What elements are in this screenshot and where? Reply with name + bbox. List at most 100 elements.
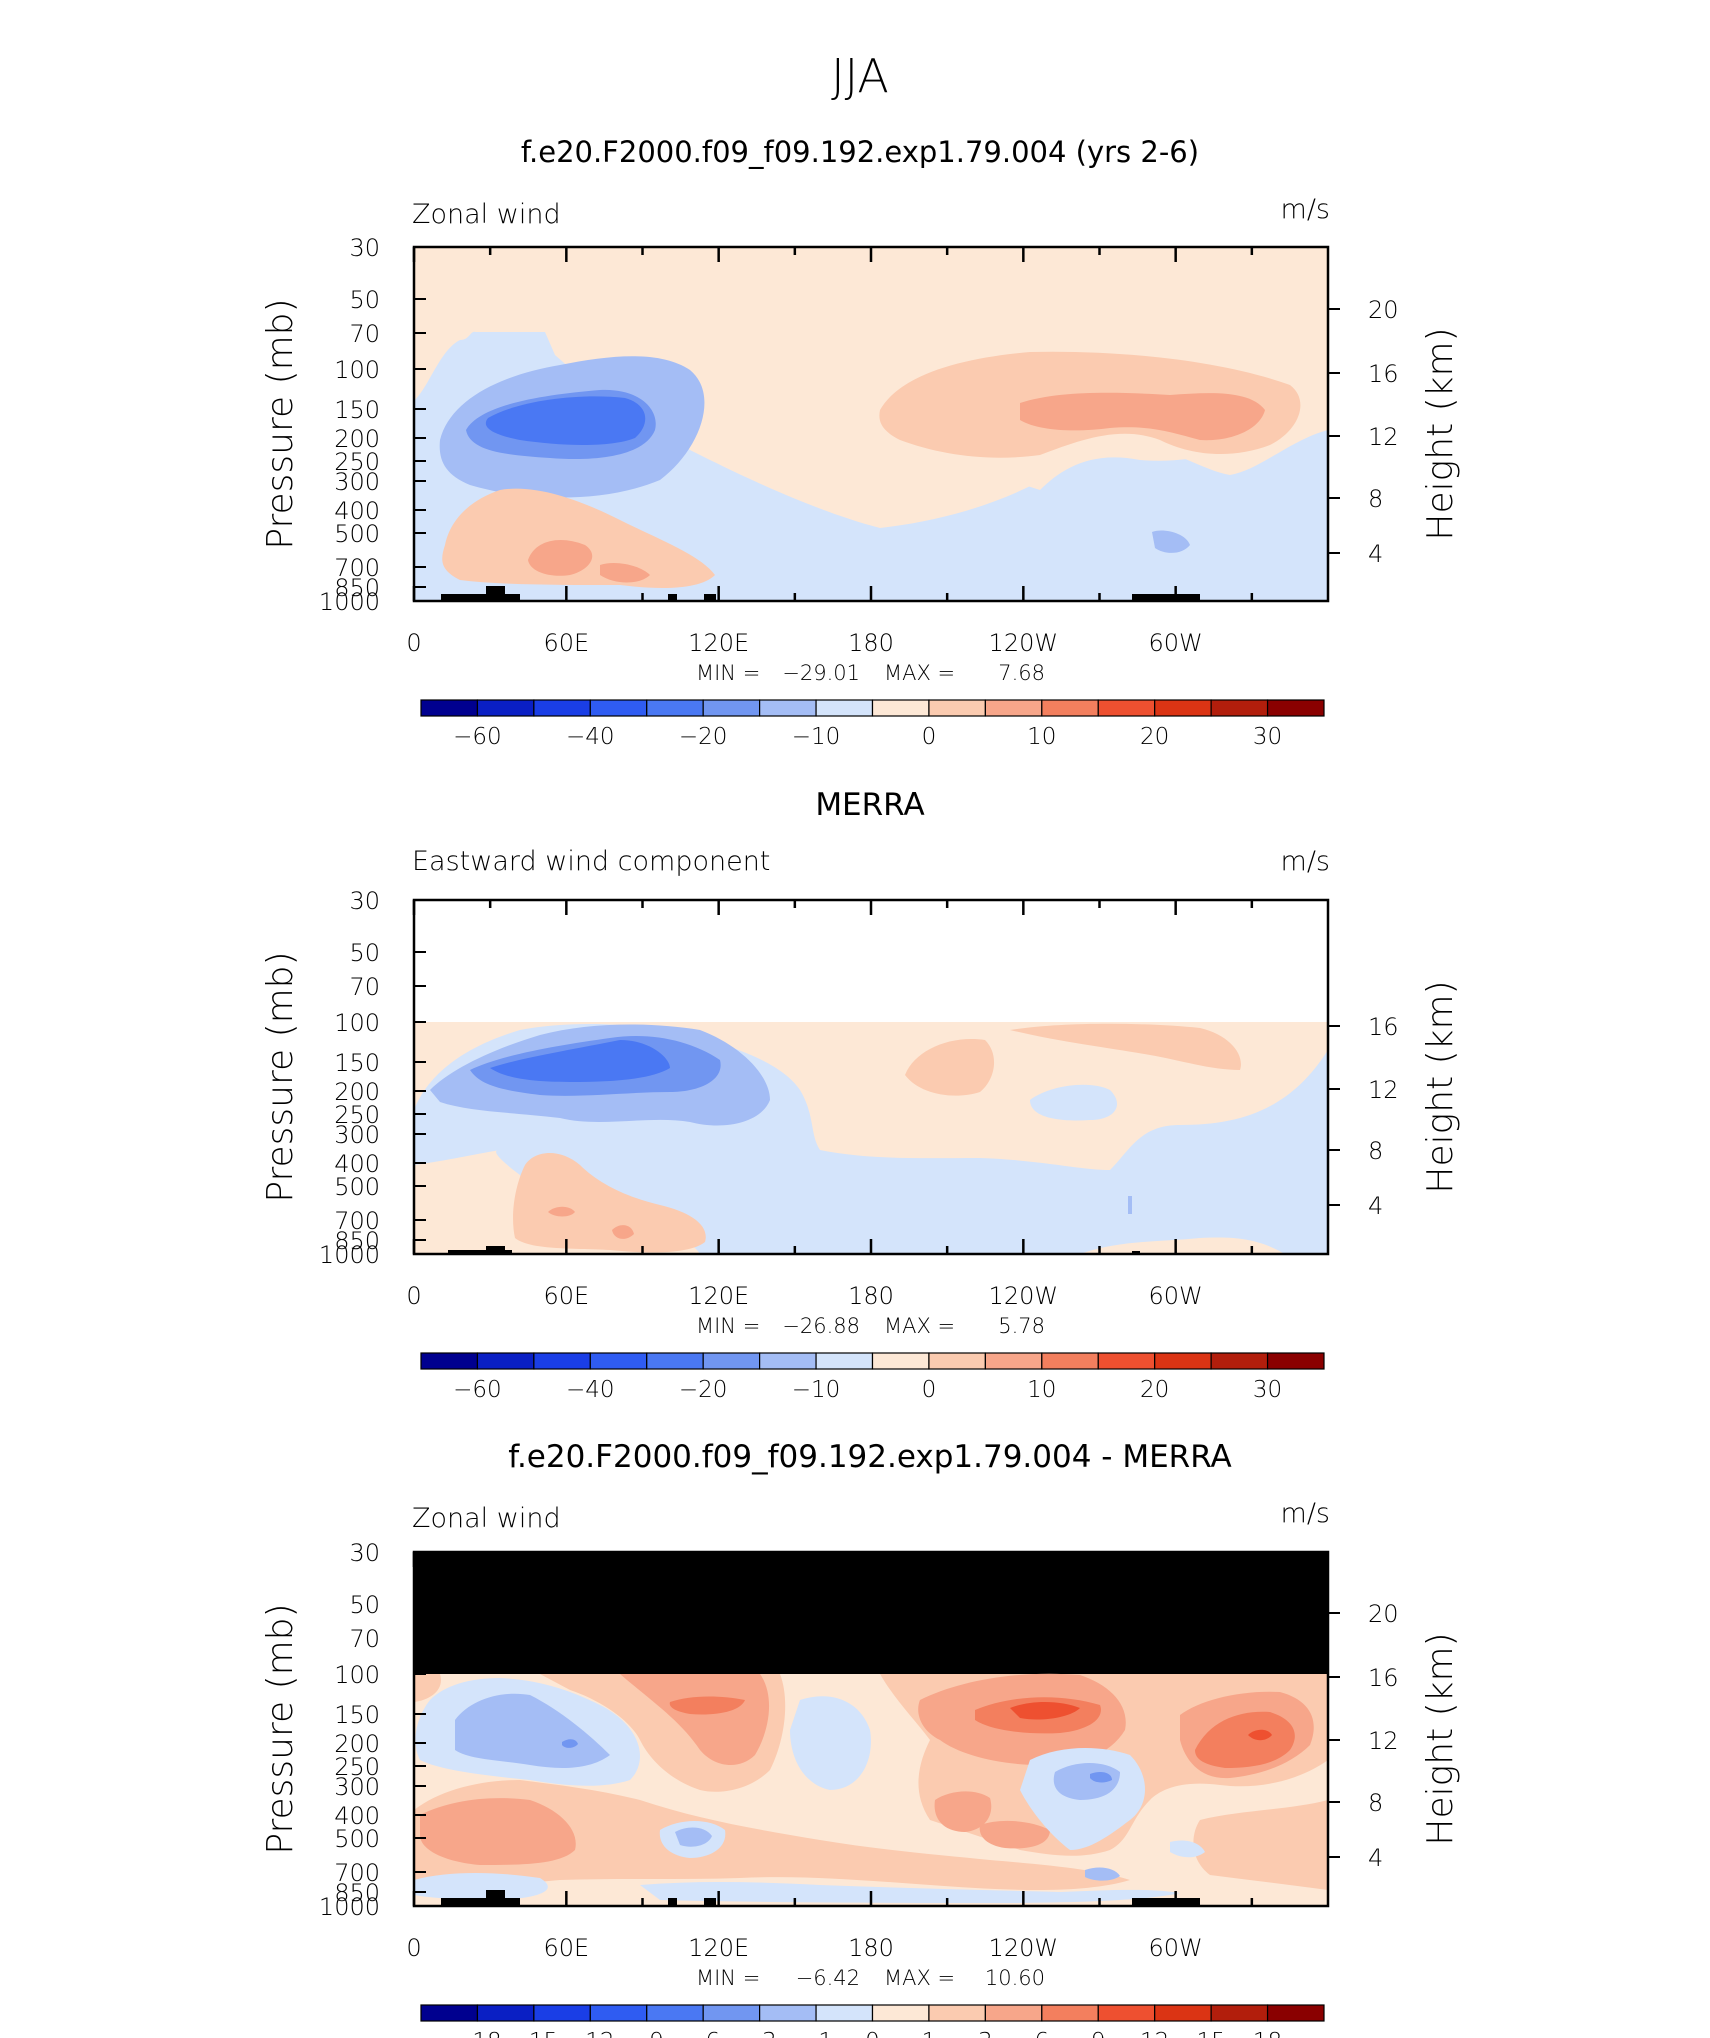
colorbar-swatch — [759, 1352, 817, 1370]
colorbar-label: −10 — [792, 1377, 841, 1403]
y-tick-label: 70 — [349, 320, 380, 348]
stats-min-value: −26.88 — [782, 1314, 860, 1338]
y-tick-label: 700 — [334, 1207, 380, 1235]
y-tick-label: 50 — [349, 286, 380, 314]
y-right-axis-title: Height (km) — [1420, 327, 1461, 540]
contour-plot — [414, 1552, 1328, 1906]
colorbar-swatch — [646, 2004, 704, 2022]
x-tick-label: 60E — [543, 629, 589, 657]
colorbar-label: −20 — [679, 724, 728, 750]
colorbar-swatch — [1097, 699, 1156, 717]
x-tick-label: 180 — [848, 629, 894, 657]
y-right-tick-label: 12 — [1368, 423, 1399, 451]
units-label: m/s — [1281, 194, 1330, 225]
y-tick-label: 300 — [334, 1773, 380, 1801]
colorbar-swatch — [928, 1352, 986, 1370]
x-tick-label: 120E — [688, 629, 749, 657]
y-right-tick-label: 16 — [1368, 1013, 1399, 1041]
y-tick-label: 200 — [334, 1730, 380, 1758]
colorbar-label: −6 — [686, 2029, 720, 2038]
contour-region-pos-upper-core — [1020, 392, 1265, 441]
colorbar-swatch — [476, 699, 535, 717]
colorbar-swatch — [928, 699, 986, 717]
colorbar-swatch — [420, 699, 479, 717]
y-right-axis-title: Height (km) — [1420, 1632, 1461, 1845]
colorbar-swatch — [1154, 1352, 1212, 1370]
y-tick-label: 70 — [349, 1625, 380, 1653]
colorbar-label: −60 — [453, 724, 502, 750]
colorbar-label: −40 — [566, 724, 615, 750]
colorbar-label: 0 — [865, 2029, 880, 2038]
panel-title: f.e20.F2000.f09_f09.192.exp1.79.004 - ME… — [508, 1439, 1231, 1475]
y-tick-label: 50 — [349, 1591, 380, 1619]
contour-region-pos-9 — [1010, 1702, 1272, 1741]
colorbar-label: 12 — [1140, 2029, 1169, 2038]
y-right-axis-title: Height (km) — [1420, 980, 1461, 1193]
contour-region-min — [485, 396, 646, 445]
colorbar-swatch — [815, 2004, 874, 2022]
contour-region-neg-1-3 — [414, 1678, 1205, 1903]
y-tick-label: 400 — [334, 497, 380, 525]
colorbar-swatch — [420, 1352, 479, 1370]
x-tick-label: 120E — [688, 1934, 749, 1962]
y-tick-label: 200 — [334, 425, 380, 453]
colorbar-swatch — [759, 699, 817, 717]
y-right-tick-label: 20 — [1368, 296, 1399, 324]
contour-region-neg-small — [1152, 530, 1190, 553]
contour-region-neg-pocket — [1030, 1084, 1118, 1121]
y-tick-label: 400 — [334, 1802, 380, 1830]
colorbar-swatch — [420, 2004, 479, 2022]
panel-title: MERRA — [815, 787, 924, 823]
colorbar-swatch — [702, 2004, 761, 2022]
y-tick-label: 50 — [349, 939, 380, 967]
contour-region-neg-small — [1128, 1196, 1132, 1214]
variable-label: Eastward wind component — [412, 846, 770, 877]
y-right-tick-label: 16 — [1368, 360, 1399, 388]
x-tick-label: 180 — [848, 1282, 894, 1310]
colorbar-swatch — [1266, 1352, 1325, 1370]
panel-model: f.e20.F2000.f09_f09.192.exp1.79.004 (yrs… — [260, 135, 1461, 750]
colorbar-label: 30 — [1253, 724, 1282, 750]
plot-missing-area — [414, 900, 1328, 1022]
colorbar-swatch — [1097, 1352, 1156, 1370]
y-tick-label: 700 — [334, 554, 380, 582]
y-tick-label: 250 — [334, 1101, 380, 1129]
x-tick-label: 0 — [406, 629, 421, 657]
stats-max-label: MAX = — [884, 1966, 955, 1990]
y-tick-label: 500 — [334, 520, 380, 548]
units-label: m/s — [1281, 846, 1330, 877]
colorbar-swatch — [589, 1352, 648, 1370]
stats-max-value: 7.68 — [998, 661, 1045, 685]
y-tick-label: 30 — [349, 234, 380, 262]
colorbar-swatch — [589, 699, 648, 717]
stats-min-value: −29.01 — [782, 661, 860, 685]
colorbar-swatch — [1041, 2004, 1099, 2022]
colorbar-swatch — [871, 699, 930, 717]
colorbar-label: 30 — [1253, 1377, 1282, 1403]
y-tick-label: 100 — [334, 356, 380, 384]
y-tick-label: 300 — [334, 468, 380, 496]
panel-title: f.e20.F2000.f09_f09.192.exp1.79.004 (yrs… — [521, 135, 1199, 169]
colorbar-swatch — [1210, 699, 1269, 717]
y-right-tick-label: 8 — [1368, 1137, 1383, 1165]
colorbar-label: −1 — [799, 2029, 833, 2038]
colorbar-swatch — [1154, 699, 1212, 717]
colorbar-label: 9 — [1091, 2029, 1106, 2038]
colorbar-label: 3 — [978, 2029, 993, 2038]
colorbar-swatch — [646, 699, 704, 717]
colorbar-label: 15 — [1196, 2029, 1225, 2038]
y-axis-title: Pressure (mb) — [260, 298, 301, 549]
y-right-tick-label: 12 — [1368, 1727, 1399, 1755]
x-tick-label: 60E — [543, 1282, 589, 1310]
topography-mask — [441, 1890, 1200, 1906]
y-tick-label: 250 — [334, 1753, 380, 1781]
y-tick-label: 70 — [349, 973, 380, 1001]
contour-plot — [414, 247, 1328, 601]
colorbar-swatch — [984, 2004, 1043, 2022]
y-tick-label: 500 — [334, 1825, 380, 1853]
contour-region-neg-3-6 — [455, 1693, 1120, 1881]
contour-region-pos-upper — [905, 1023, 1241, 1096]
colorbar-label: 18 — [1253, 2029, 1282, 2038]
y-right-tick-label: 12 — [1368, 1076, 1399, 1104]
